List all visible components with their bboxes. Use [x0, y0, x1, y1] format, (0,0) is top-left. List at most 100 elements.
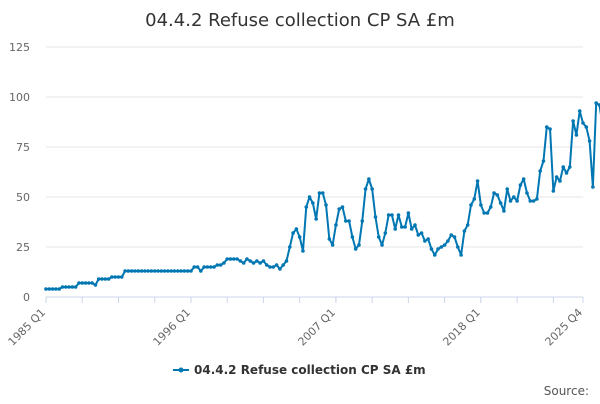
- data-point[interactable]: [159, 269, 164, 273]
- data-point[interactable]: [245, 257, 249, 261]
- data-point[interactable]: [126, 269, 131, 273]
- data-point[interactable]: [63, 285, 68, 289]
- data-point[interactable]: [172, 269, 177, 273]
- data-point[interactable]: [409, 227, 414, 231]
- data-point[interactable]: [347, 219, 351, 223]
- data-point[interactable]: [541, 159, 546, 163]
- data-point[interactable]: [340, 205, 345, 209]
- data-point[interactable]: [373, 215, 378, 219]
- data-point[interactable]: [436, 247, 440, 251]
- data-point[interactable]: [281, 263, 286, 267]
- data-point[interactable]: [337, 207, 342, 211]
- data-point[interactable]: [179, 269, 183, 273]
- data-point[interactable]: [301, 249, 305, 253]
- data-point[interactable]: [169, 269, 173, 273]
- data-point[interactable]: [525, 191, 529, 195]
- data-point[interactable]: [314, 217, 318, 221]
- data-point[interactable]: [317, 191, 322, 195]
- data-point[interactable]: [594, 101, 598, 105]
- data-point[interactable]: [139, 269, 144, 273]
- data-point[interactable]: [502, 209, 506, 213]
- data-point[interactable]: [581, 121, 585, 125]
- data-point[interactable]: [264, 263, 269, 267]
- data-point[interactable]: [327, 237, 332, 241]
- data-point[interactable]: [472, 197, 477, 201]
- data-point[interactable]: [376, 235, 381, 239]
- data-point[interactable]: [459, 253, 463, 257]
- data-point[interactable]: [544, 125, 549, 129]
- data-point[interactable]: [225, 257, 229, 261]
- data-point[interactable]: [268, 265, 272, 269]
- data-point[interactable]: [143, 269, 147, 273]
- data-point[interactable]: [304, 205, 309, 209]
- data-point[interactable]: [103, 277, 108, 281]
- data-point[interactable]: [215, 263, 220, 267]
- data-point[interactable]: [554, 175, 559, 179]
- data-point[interactable]: [330, 243, 335, 247]
- data-point[interactable]: [284, 259, 289, 263]
- data-point[interactable]: [73, 285, 78, 289]
- data-point[interactable]: [291, 231, 295, 235]
- data-point[interactable]: [255, 259, 259, 263]
- data-point[interactable]: [241, 261, 246, 265]
- data-point[interactable]: [492, 191, 496, 195]
- data-point[interactable]: [146, 269, 150, 273]
- data-point[interactable]: [482, 211, 486, 215]
- data-point[interactable]: [568, 165, 572, 169]
- data-point[interactable]: [564, 171, 569, 175]
- data-point[interactable]: [287, 245, 292, 249]
- data-point[interactable]: [320, 191, 325, 195]
- data-point[interactable]: [591, 185, 595, 189]
- data-point[interactable]: [251, 261, 256, 265]
- data-point[interactable]: [462, 229, 467, 233]
- data-point[interactable]: [439, 245, 444, 249]
- data-point[interactable]: [498, 201, 503, 205]
- data-point[interactable]: [195, 265, 200, 269]
- data-point[interactable]: [429, 247, 434, 251]
- data-point[interactable]: [87, 281, 91, 285]
- data-point[interactable]: [324, 203, 328, 207]
- data-point[interactable]: [307, 195, 312, 199]
- data-point[interactable]: [152, 269, 157, 273]
- data-point[interactable]: [119, 275, 124, 279]
- data-point[interactable]: [528, 199, 533, 203]
- data-point[interactable]: [475, 179, 480, 183]
- data-point[interactable]: [83, 281, 88, 285]
- data-point[interactable]: [334, 223, 338, 227]
- data-point[interactable]: [386, 213, 391, 217]
- data-point[interactable]: [311, 201, 315, 205]
- data-point[interactable]: [551, 189, 556, 193]
- data-point[interactable]: [205, 265, 210, 269]
- data-point[interactable]: [344, 219, 348, 223]
- data-point[interactable]: [360, 219, 365, 223]
- data-point[interactable]: [396, 213, 401, 217]
- data-point[interactable]: [456, 245, 460, 249]
- data-point[interactable]: [584, 125, 589, 129]
- data-point[interactable]: [538, 169, 542, 173]
- data-point[interactable]: [357, 243, 361, 247]
- data-point[interactable]: [67, 285, 71, 289]
- data-point[interactable]: [508, 199, 513, 203]
- data-point[interactable]: [50, 287, 55, 291]
- data-point[interactable]: [57, 287, 61, 291]
- data-point[interactable]: [587, 139, 592, 143]
- data-point[interactable]: [248, 259, 253, 263]
- data-point[interactable]: [363, 187, 368, 191]
- data-point[interactable]: [149, 269, 154, 273]
- data-point[interactable]: [77, 281, 81, 285]
- data-point[interactable]: [400, 225, 404, 229]
- data-point[interactable]: [129, 269, 134, 273]
- data-point[interactable]: [238, 259, 243, 263]
- data-point[interactable]: [156, 269, 160, 273]
- data-point[interactable]: [90, 281, 94, 285]
- data-point[interactable]: [136, 269, 141, 273]
- data-point[interactable]: [512, 195, 516, 199]
- data-point[interactable]: [274, 263, 279, 267]
- data-point[interactable]: [561, 165, 566, 169]
- data-point[interactable]: [182, 269, 187, 273]
- data-point[interactable]: [521, 177, 526, 181]
- data-point[interactable]: [228, 257, 233, 261]
- data-point[interactable]: [212, 265, 216, 269]
- data-point[interactable]: [488, 205, 493, 209]
- data-point[interactable]: [70, 285, 75, 289]
